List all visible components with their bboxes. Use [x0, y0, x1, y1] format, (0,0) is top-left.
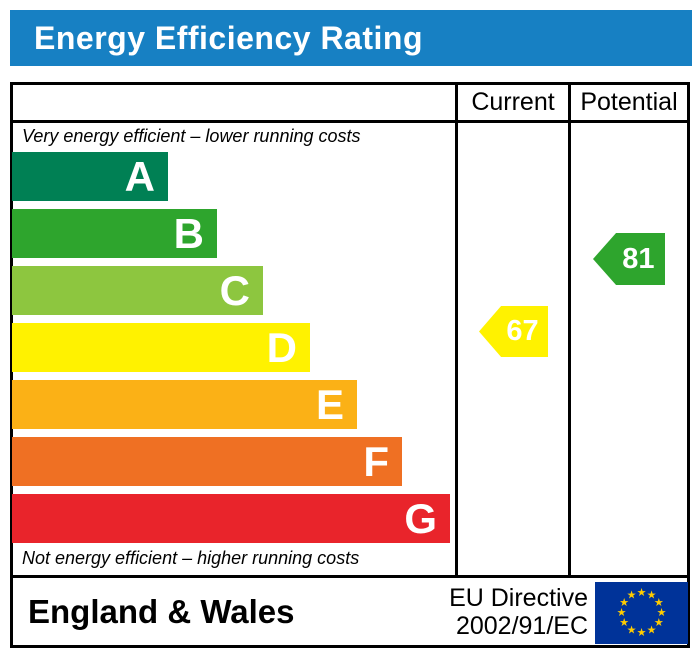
band-c: C [12, 266, 263, 315]
svg-text:★: ★ [654, 597, 664, 609]
band-g: G [12, 494, 450, 543]
band-b: B [12, 209, 217, 258]
column-header-current: Current [471, 88, 555, 116]
svg-text:★: ★ [637, 587, 647, 599]
band-c-letter: C [219, 266, 250, 314]
note-not-efficient: Not energy efficient – higher running co… [22, 548, 360, 568]
svg-text:★: ★ [619, 597, 629, 609]
note-very-efficient: Very energy efficient – lower running co… [22, 126, 361, 146]
svg-text:★: ★ [627, 624, 637, 636]
band-b-letter: B [173, 209, 204, 257]
region-label: England & Wales [28, 592, 295, 630]
page-title: Energy Efficiency Rating [34, 19, 423, 56]
header-row-divider [10, 120, 690, 123]
eu-flag-icon: ★ ★★★★★★★★★★★ [595, 582, 688, 644]
band-e-letter: E [315, 380, 344, 428]
band-d: D [12, 323, 310, 372]
svg-text:★: ★ [617, 607, 627, 619]
band-f-letter: F [363, 437, 389, 485]
band-a: A [12, 152, 168, 201]
band-f: F [12, 437, 402, 486]
potential-rating-value: 81 [622, 242, 655, 275]
eu-directive-text: EU Directive 2002/91/EC [449, 578, 588, 645]
band-a-letter: A [124, 152, 155, 200]
svg-text:★: ★ [647, 590, 657, 602]
svg-text:★: ★ [619, 617, 629, 629]
column-header-potential: Potential [580, 88, 678, 116]
column-divider-current [455, 82, 458, 578]
current-rating-value: 67 [506, 315, 539, 347]
svg-text:★: ★ [637, 627, 647, 639]
svg-text:★: ★ [647, 624, 657, 636]
footer-row-divider [10, 575, 690, 578]
eu-directive-line2: 2002/91/EC [455, 611, 588, 640]
svg-text:★: ★ [654, 617, 664, 629]
band-g-letter: G [404, 494, 437, 542]
band-d-letter: D [266, 323, 297, 371]
potential-rating-arrow: 81 [593, 233, 665, 285]
svg-text:★: ★ [627, 590, 637, 602]
column-divider-potential [568, 82, 571, 578]
svg-text:★: ★ [657, 607, 667, 619]
eu-directive-line1: EU Directive [449, 583, 588, 612]
band-e: E [12, 380, 357, 429]
title-bar: Energy Efficiency Rating [10, 10, 692, 66]
